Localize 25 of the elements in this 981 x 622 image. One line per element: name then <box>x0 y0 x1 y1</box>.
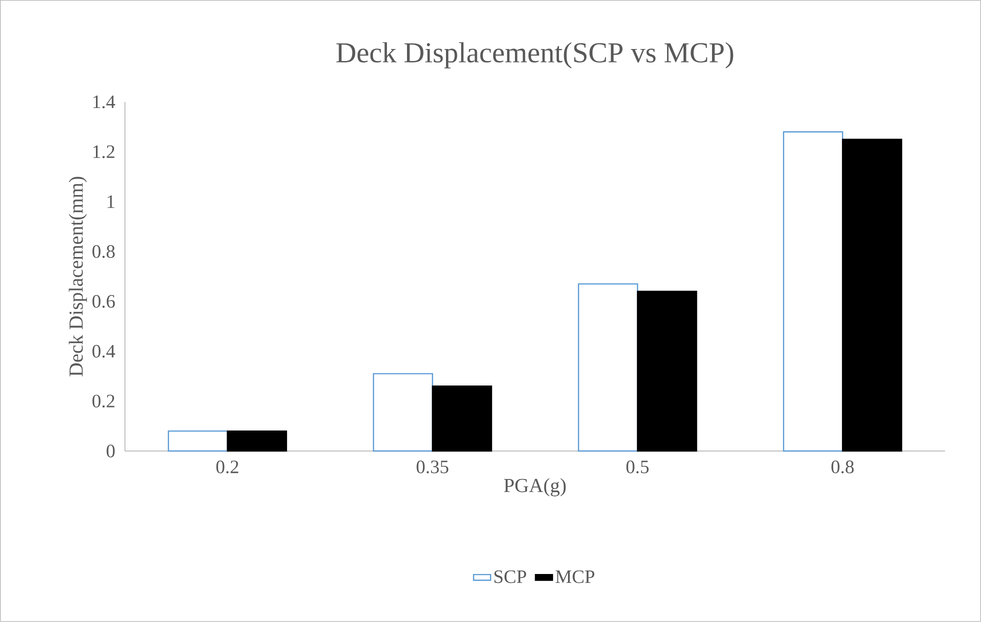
legend-label: SCP <box>494 570 526 584</box>
y-tick-label: 0.2 <box>92 394 114 408</box>
x-axis-title: PGA(g) <box>504 478 566 496</box>
y-tick-label: 0.4 <box>92 344 116 358</box>
x-tick-label: 0.2 <box>216 460 238 474</box>
y-tick-label: 1.4 <box>93 96 116 108</box>
bar <box>372 373 434 452</box>
y-tick-label: 0 <box>106 444 115 458</box>
y-tick-label: 1.2 <box>93 145 114 158</box>
x-tick-label: 0.35 <box>416 460 448 474</box>
bar <box>226 430 288 452</box>
y-tick-label: 1 <box>108 195 114 208</box>
x-tick-label: 0.5 <box>626 460 649 474</box>
bar <box>578 283 638 452</box>
bar <box>636 290 698 452</box>
bar <box>782 131 844 452</box>
bar <box>432 386 492 452</box>
bar <box>842 138 902 452</box>
legend-label: MCP <box>556 570 594 584</box>
chart-title: Deck Displacement(SCP vs MCP) <box>336 42 734 68</box>
y-tick-label: 0.8 <box>92 245 115 258</box>
x-tick-label: 0.8 <box>831 460 854 474</box>
bar <box>168 430 228 452</box>
y-tick-label: 0.6 <box>92 295 115 308</box>
y-axis-title: Deck Displacement(mm) <box>68 176 87 376</box>
